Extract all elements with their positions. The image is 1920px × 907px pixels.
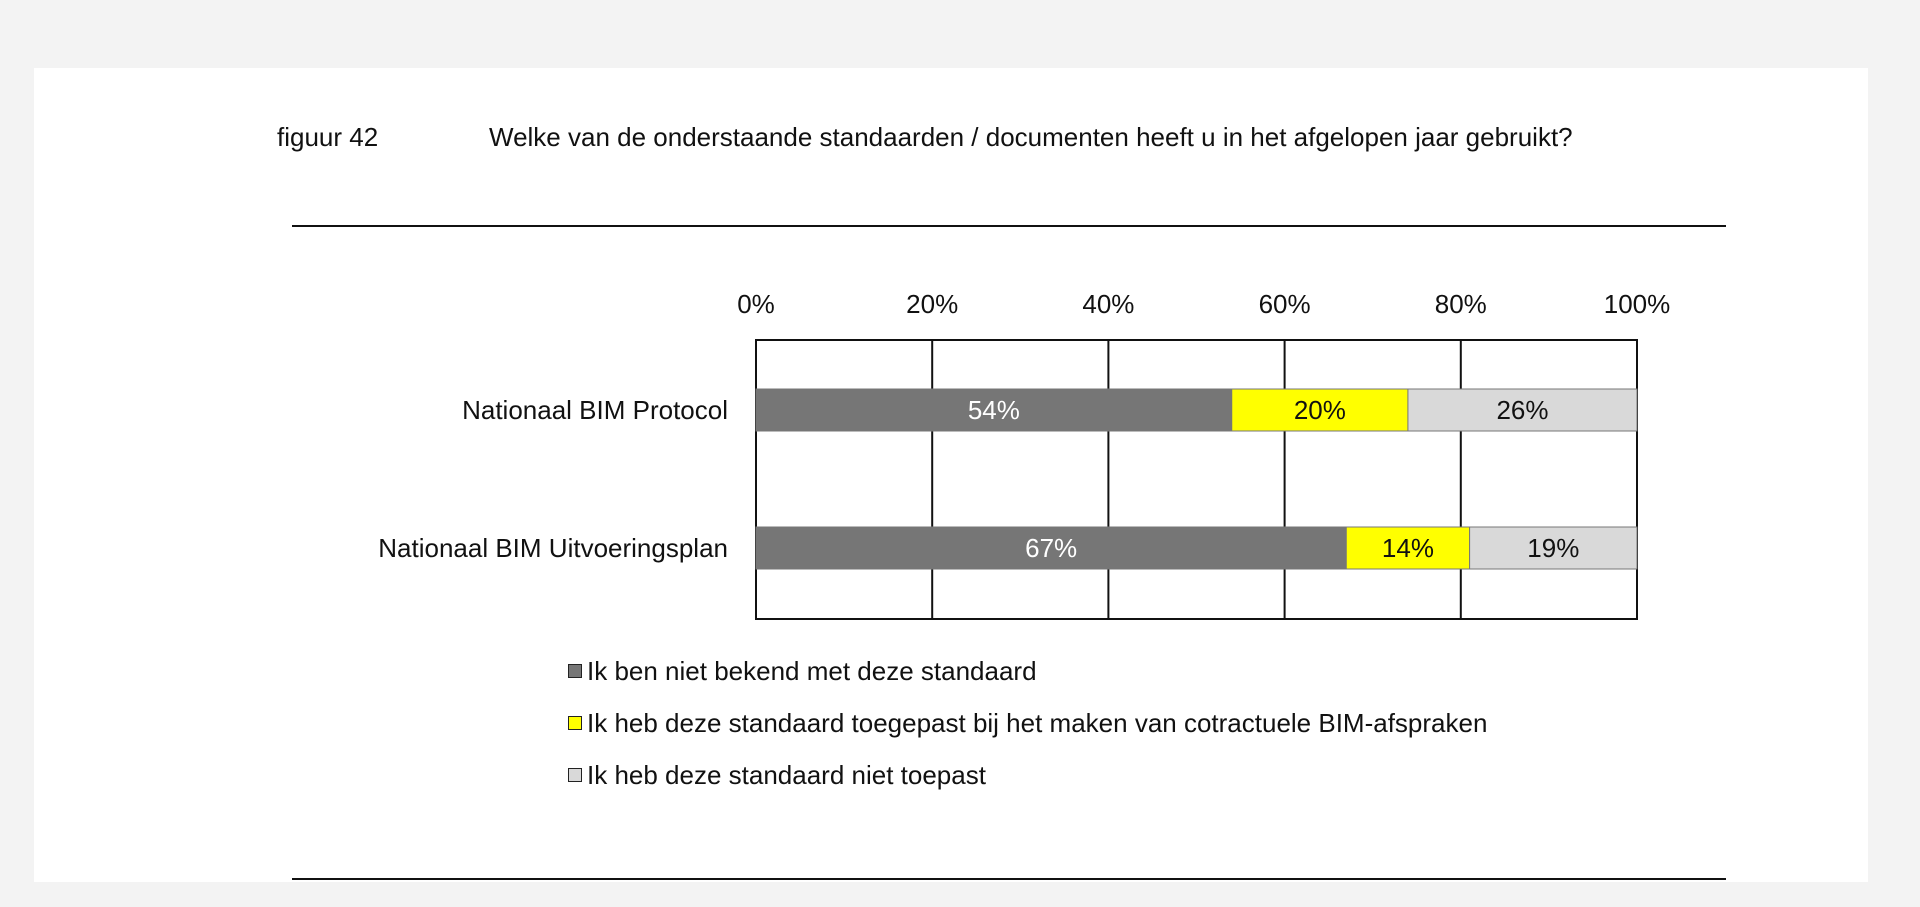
x-tick-label-1: 20% [906, 289, 958, 319]
bar-2-series-1 [755, 526, 1347, 570]
legend-item-toegepast: Ik heb deze standaard toegepast bij het … [568, 707, 1487, 739]
bar-1-series-3 [1407, 388, 1638, 432]
legend-label-niet-bekend: Ik ben niet bekend met deze standaard [587, 656, 1037, 686]
top-rule [292, 225, 1726, 227]
data-label-1-series-1: 54% [968, 395, 1020, 425]
bar-1-series-1 [755, 388, 1233, 432]
x-tick-label-2: 40% [1082, 289, 1134, 319]
x-tick-label-0: 0% [737, 289, 775, 319]
legend-label-niet-toepast: Ik heb deze standaard niet toepast [587, 760, 986, 790]
bar-2-series-3 [1469, 526, 1638, 570]
legend-label-toegepast: Ik heb deze standaard toegepast bij het … [587, 708, 1488, 738]
legend-item-niet-bekend: Ik ben niet bekend met deze standaard [568, 655, 1487, 687]
figure-number: figuur 42 [277, 122, 379, 152]
data-label-1-series-2: 20% [1294, 395, 1346, 425]
legend-swatch-niet-bekend [568, 664, 582, 678]
category-label-2: Nationaal BIM Uitvoeringsplan [378, 533, 728, 563]
data-label-2-series-1: 67% [1025, 533, 1077, 563]
data-label-1-series-3: 26% [1496, 395, 1548, 425]
x-tick-label-3: 60% [1259, 289, 1311, 319]
bar-2-series-2 [1345, 526, 1471, 570]
bottom-rule [292, 878, 1726, 880]
x-tick-label-4: 80% [1435, 289, 1487, 319]
data-label-2-series-2: 14% [1382, 533, 1434, 563]
category-label-1: Nationaal BIM Protocol [462, 395, 728, 425]
legend-swatch-toegepast [568, 716, 582, 730]
plot-area [755, 339, 1638, 620]
legend-swatch-niet-toepast [568, 768, 582, 782]
figure-question: Welke van de onderstaande standaarden / … [489, 122, 1573, 152]
x-tick-label-5: 100% [1604, 289, 1671, 319]
chart-legend: Ik ben niet bekend met deze standaard Ik… [568, 655, 1487, 811]
data-label-2-series-3: 19% [1527, 533, 1579, 563]
legend-item-niet-toepast: Ik heb deze standaard niet toepast [568, 759, 1487, 791]
